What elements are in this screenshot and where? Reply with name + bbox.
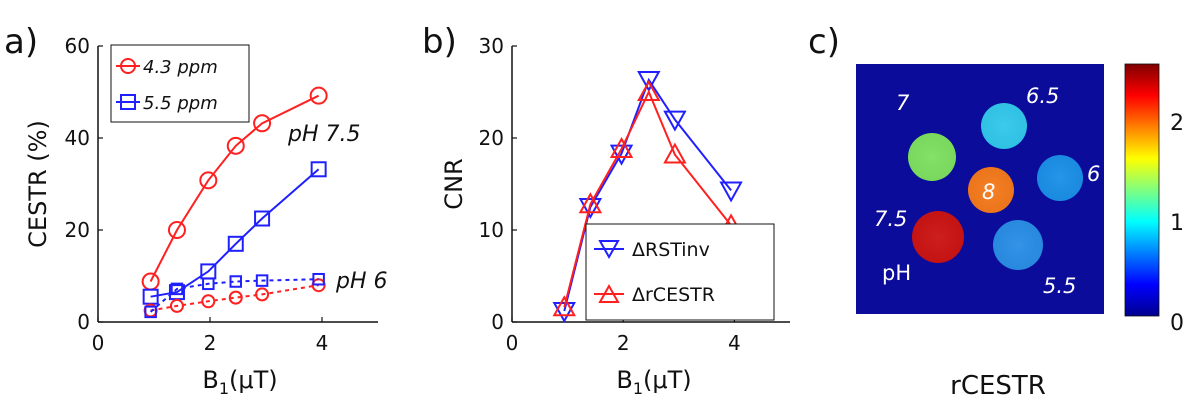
b-series-1-line: [563, 89, 732, 308]
a-series-2-point-2: [201, 294, 216, 309]
legend-square-marker: [120, 94, 136, 110]
b-series-1-point-2: [609, 136, 634, 159]
b-series-1-point-0: [552, 295, 576, 317]
a-series-3-point-1: [170, 282, 184, 296]
a-series-3-point-2: [202, 277, 215, 291]
panel-b-x-ticks: 0 2 4: [506, 317, 741, 355]
map-label-6-5: 6.5: [1026, 84, 1059, 108]
a-series-2-point-3: [228, 290, 243, 305]
b-series-0-point-4: [663, 110, 687, 132]
panel-a-legend-4-3: 4.3 ppm: [143, 57, 218, 78]
panel-a-legend: 4.3 ppm 5.5 ppm: [110, 44, 250, 123]
b-series-0-point-0: [552, 301, 576, 324]
a-ytick-label-40: 40: [65, 126, 90, 150]
a-series-3-point-0: [144, 305, 157, 319]
b-ytick-label-30: 30: [479, 34, 504, 58]
panel-a-label: a): [4, 22, 38, 62]
panel-b-legend-rcestr: ΔrCESTR: [632, 284, 715, 306]
panel-a-y-label: CESTR (%): [24, 120, 52, 248]
a-series-0-point-5: [309, 86, 328, 105]
colorbar-tick-2: 2: [1170, 111, 1184, 136]
a-series-1-point-3: [227, 235, 244, 252]
b-ytick-label-20: 20: [479, 126, 504, 150]
panel-a-y-ticks: 0 20 40 60: [65, 34, 103, 334]
panel-b-legend: ΔRSTinv ΔrCESTR: [585, 223, 775, 321]
a-series-0-point-1: [167, 221, 186, 239]
phantom-texture: [908, 103, 1083, 270]
a-ytick-label-20: 20: [65, 218, 90, 242]
panel-b-legend-rstinv: ΔRSTinv: [632, 239, 710, 261]
a-series-2-line: [150, 284, 319, 312]
b-xtick-label-4: 4: [728, 331, 741, 355]
colorbar-tick-0: 0: [1170, 311, 1184, 336]
a-series-0-line: [149, 94, 320, 282]
panel-a: a) 0 20 40 60 0 2 4 CESTR (%) B1(μT) pH 7.5 p…: [4, 22, 388, 398]
panel-a-legend-5-5: 5.5 ppm: [143, 93, 218, 114]
panel-b-y-label: CNR: [440, 158, 468, 209]
b-series-0-point-5: [719, 181, 743, 203]
a-ytick-label-0: 0: [77, 310, 90, 334]
heatmap-caption: rCESTR: [950, 371, 1046, 401]
b-series-1-point-1: [578, 192, 603, 214]
a-xtick-label-4: 4: [316, 331, 329, 355]
map-label-7: 7: [896, 91, 910, 115]
b-series-0-point-2: [609, 144, 634, 166]
a-series-2-point-4: [255, 287, 270, 302]
panel-b: b) 0 10 20 30 0 2 4 CNR B1(μT) ΔRSTinv ΔrCEST…: [422, 22, 790, 398]
b-series-0-point-1: [578, 198, 603, 220]
panel-a-x-label: B1(μT): [202, 366, 277, 398]
b-series-1-point-3: [637, 79, 661, 101]
legend-triangle-down-marker: [598, 240, 620, 260]
panel-a-x-ticks: 0 2 4: [92, 317, 329, 355]
colorbar: [1124, 63, 1160, 317]
panel-c-label: c): [808, 22, 840, 62]
a-series-1-point-5: [310, 161, 327, 178]
a-series-3-line: [149, 278, 319, 313]
legend-triangle-up-marker: [598, 283, 620, 303]
a-series-3-point-5: [312, 272, 325, 286]
map-label-ph: pH: [882, 261, 911, 285]
a-xtick-label-0: 0: [92, 331, 105, 355]
a-series-0-point-2: [199, 171, 218, 190]
a-series-0-point-3: [226, 136, 245, 155]
panel-a-annotation-ph75: pH 7.5: [287, 122, 361, 147]
b-xtick-label-2: 2: [617, 331, 630, 355]
a-series-2-point-1: [169, 298, 184, 313]
b-ytick-label-10: 10: [479, 218, 504, 242]
a-series-3-point-3: [229, 275, 243, 288]
a-xtick-label-2: 2: [204, 331, 217, 355]
colorbar-tick-1: 1: [1170, 211, 1184, 236]
map-label-6: 6: [1087, 162, 1100, 186]
panel-c: c) 7 6.5 8 6 7.5 5.5 pH 2 1 0 rCESTR: [808, 22, 1184, 401]
map-label-7-5: 7.5: [874, 207, 907, 231]
panel-b-axes: [511, 46, 790, 323]
b-series-1-point-4: [663, 142, 687, 164]
panel-b-label: b): [422, 22, 457, 62]
map-label-8: 8: [982, 180, 995, 204]
legend-circle-marker: [120, 58, 136, 74]
panel-a-axes: [97, 46, 378, 323]
b-ytick-label-0: 0: [491, 310, 504, 334]
panel-b-x-label: B1(μT): [616, 366, 691, 398]
a-series-1-point-4: [254, 210, 271, 227]
a-series-0-point-4: [253, 114, 272, 133]
a-series-3-point-4: [255, 274, 269, 287]
panel-a-annotation-ph6: pH 6: [335, 269, 388, 294]
map-label-5-5: 5.5: [1043, 274, 1076, 298]
b-xtick-label-0: 0: [506, 331, 519, 355]
panel-b-y-ticks: 0 10 20 30: [479, 34, 517, 334]
a-ytick-label-60: 60: [65, 34, 90, 58]
panel-a-series: [141, 86, 328, 319]
b-series-0-point-3: [637, 71, 661, 93]
